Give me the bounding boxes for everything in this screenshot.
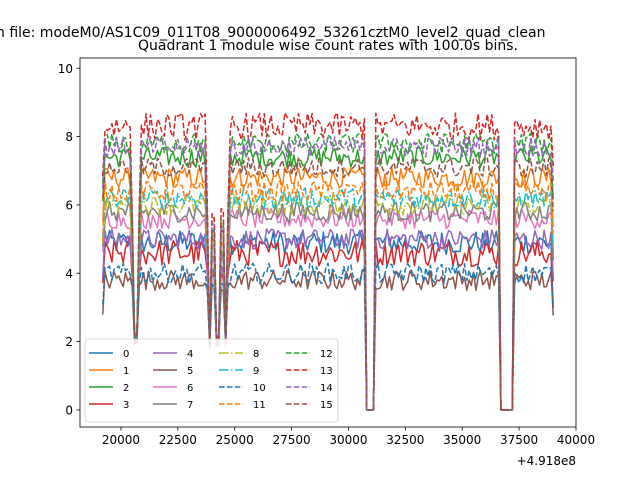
legend-label-1: 1 [123, 366, 129, 377]
series-line-9 [102, 187, 554, 411]
series-line-8 [102, 194, 554, 411]
legend-label-0: 0 [123, 349, 129, 360]
legend-label-13: 13 [320, 366, 333, 377]
series-line-2 [102, 146, 554, 411]
legend-label-10: 10 [253, 383, 266, 394]
legend-label-9: 9 [253, 366, 259, 377]
x-tick-label: 35000 [443, 433, 481, 447]
series-line-5 [102, 269, 554, 411]
legend-label-5: 5 [187, 366, 193, 377]
x-tick-label: 20000 [102, 433, 140, 447]
axes-frame [79, 57, 577, 428]
x-tick-label: 40000 [557, 433, 595, 447]
series-line-12 [102, 132, 554, 411]
legend-label-2: 2 [123, 383, 129, 394]
legend-label-3: 3 [123, 400, 129, 411]
legend-label-14: 14 [320, 383, 333, 394]
series-lines [102, 111, 554, 411]
series-line-6 [102, 207, 554, 411]
legend-label-8: 8 [253, 349, 259, 360]
legend-label-4: 4 [187, 349, 193, 360]
x-tick-label: 25000 [216, 433, 254, 447]
series-line-11 [102, 180, 554, 411]
x-tick-label: 22500 [159, 433, 197, 447]
y-tick-label: 8 [65, 130, 73, 144]
series-line-15 [102, 156, 554, 411]
suptitle: n file: modeM0/AS1C09_011T08_9000006492_… [0, 25, 545, 41]
legend-label-7: 7 [187, 400, 193, 411]
x-offset-label: +4.918e8 [517, 454, 576, 468]
plot-area: 20000 22500 25000 27500 30000 32500 35000 37500… [58, 57, 595, 447]
x-tick-label: 32500 [386, 433, 424, 447]
series-line-13 [102, 111, 554, 411]
legend-label-15: 15 [320, 400, 333, 411]
legend-label-11: 11 [253, 400, 266, 411]
series-line-4 [102, 228, 554, 411]
series-line-0 [102, 229, 554, 411]
legend-label-12: 12 [320, 349, 333, 360]
legend-box [84, 338, 339, 423]
y-tick-label: 6 [65, 198, 73, 212]
x-tick-label: 27500 [273, 433, 311, 447]
y-tick-label: 4 [65, 267, 73, 281]
x-tick-label: 37500 [500, 433, 538, 447]
chart-title: Quadrant 1 module wise count rates with … [138, 38, 518, 54]
series-line-14 [102, 135, 554, 411]
series-line-10 [102, 262, 554, 411]
legend-label-6: 6 [187, 383, 193, 394]
x-tick-label: 30000 [329, 433, 367, 447]
y-tick-label: 10 [58, 62, 73, 76]
y-tick-label: 2 [65, 335, 73, 349]
y-tick-label: 0 [65, 403, 73, 417]
series-line-1 [102, 166, 554, 411]
